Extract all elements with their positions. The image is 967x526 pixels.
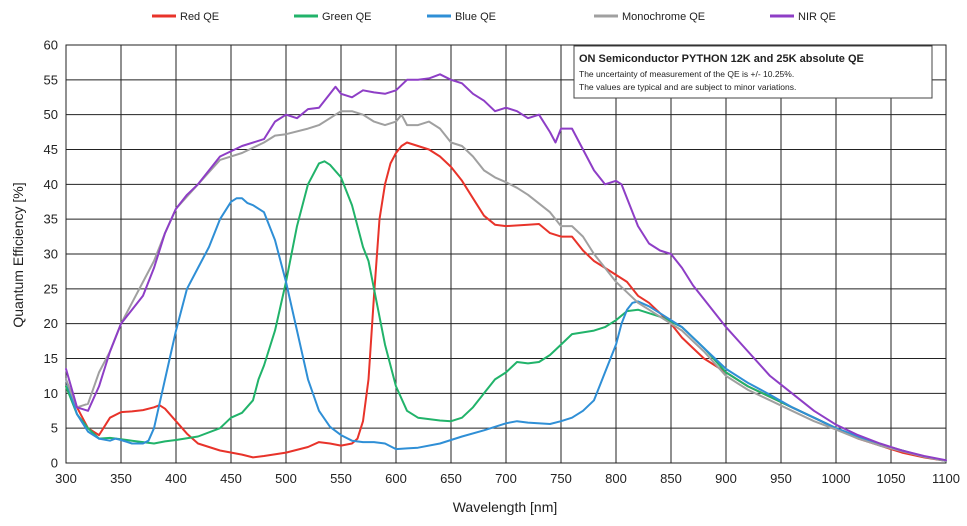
y-tick-label: 50 <box>44 107 58 122</box>
x-tick-label: 300 <box>55 471 77 486</box>
annotation-line-2: The values are typical and are subject t… <box>579 82 796 92</box>
y-tick-label: 55 <box>44 72 58 87</box>
legend-item-green-qe: Green QE <box>294 11 372 23</box>
x-tick-label: 900 <box>715 471 737 486</box>
legend-label: Monochrome QE <box>622 11 705 23</box>
x-tick-label: 950 <box>770 471 792 486</box>
x-tick-label: 750 <box>550 471 572 486</box>
x-tick-label: 650 <box>440 471 462 486</box>
x-tick-label: 400 <box>165 471 187 486</box>
x-tick-label: 800 <box>605 471 627 486</box>
grid <box>65 44 947 464</box>
y-tick-label: 15 <box>44 351 58 366</box>
axes: 300 350 400 450 500 550 600 650 700 750 800 850 900 9… <box>44 38 960 487</box>
annotation-title: ON Semiconductor PYTHON 12K and 25K abso… <box>579 53 864 65</box>
x-axis-label: Wavelength [nm] <box>453 499 558 515</box>
series-lines <box>65 73 947 462</box>
legend-item-monochrome-qe: Monochrome QE <box>594 11 705 23</box>
x-tick-label: 1000 <box>822 471 851 486</box>
legend: Red QE Green QE Blue QE Monochrome QE NIR QE <box>152 11 836 23</box>
x-tick-label: 500 <box>275 471 297 486</box>
x-tick-label: 600 <box>385 471 407 486</box>
y-tick-label: 0 <box>51 456 58 471</box>
legend-label: Green QE <box>322 11 372 23</box>
y-tick-label: 25 <box>44 281 58 296</box>
x-tick-label: 450 <box>220 471 242 486</box>
series-line-nir-qe <box>65 73 947 462</box>
legend-label: Blue QE <box>455 11 496 23</box>
legend-item-blue-qe: Blue QE <box>427 11 496 23</box>
y-tick-label: 5 <box>51 421 58 436</box>
annotation-box: ON Semiconductor PYTHON 12K and 25K abso… <box>573 45 933 99</box>
x-tick-label: 1050 <box>877 471 906 486</box>
legend-label: NIR QE <box>798 11 836 23</box>
y-tick-label: 10 <box>44 386 58 401</box>
y-axis-label: Quantum Efficiency [%] <box>10 182 26 327</box>
y-tick-label: 40 <box>44 177 58 192</box>
x-tick-label: 700 <box>495 471 517 486</box>
x-tick-label: 1100 <box>932 471 960 486</box>
series-line-blue-qe <box>65 197 947 462</box>
x-tick-label: 550 <box>330 471 352 486</box>
series-line-red-qe <box>65 141 947 462</box>
annotation-line-1: The uncertainty of measurement of the QE… <box>579 69 794 79</box>
y-tick-label: 30 <box>44 247 58 262</box>
y-tick-label: 60 <box>44 38 58 53</box>
y-tick-label: 45 <box>44 142 58 157</box>
x-tick-label: 850 <box>660 471 682 486</box>
legend-item-nir-qe: NIR QE <box>770 11 836 23</box>
x-tick-label: 350 <box>110 471 132 486</box>
legend-label: Red QE <box>180 11 219 23</box>
y-tick-label: 20 <box>44 316 58 331</box>
legend-item-red-qe: Red QE <box>152 11 219 23</box>
y-tick-label: 35 <box>44 212 58 227</box>
